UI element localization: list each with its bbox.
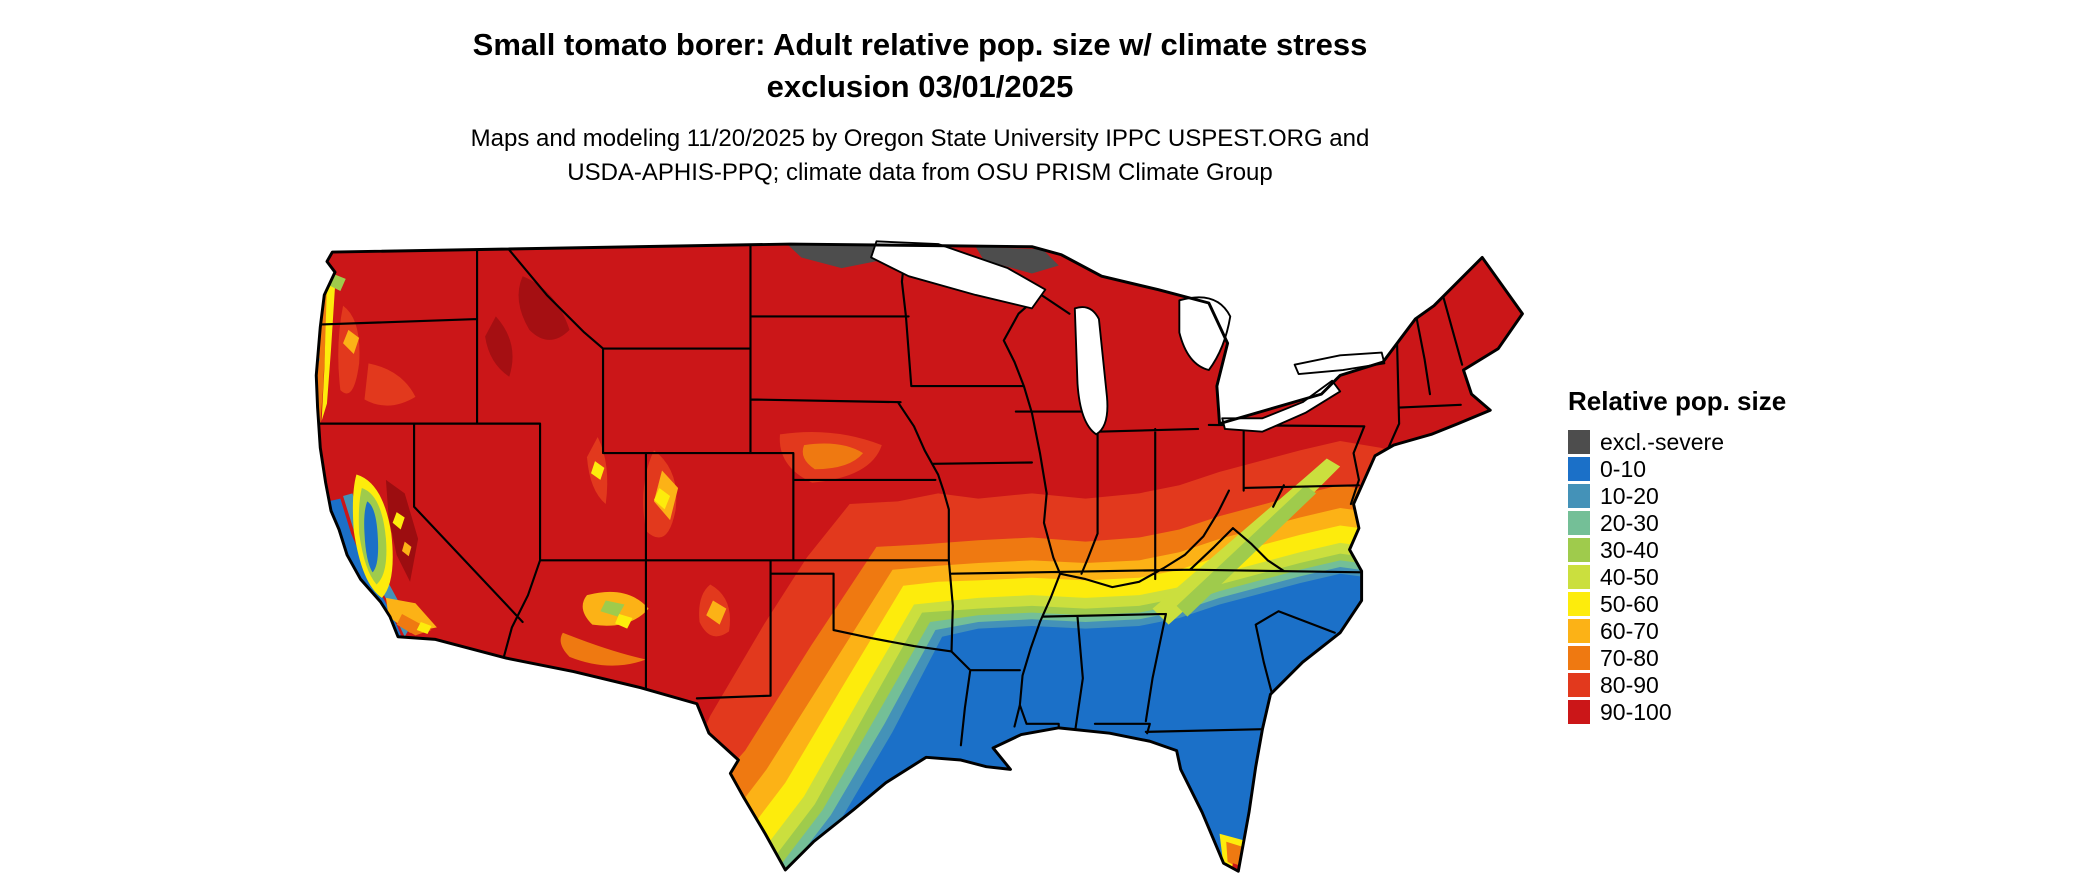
legend-label: 30-40 — [1600, 536, 1659, 563]
nm-speck — [706, 600, 727, 625]
title-line-1: Small tomato borer: Adult relative pop. … — [472, 27, 1368, 62]
mogollon-yellow — [615, 613, 633, 629]
legend-label: 40-50 — [1600, 563, 1659, 590]
us-map — [308, 236, 1528, 886]
legend-swatch — [1568, 645, 1590, 670]
sierra-dark — [385, 479, 419, 582]
legend-label: 80-90 — [1600, 671, 1659, 698]
lake-superior — [870, 240, 1047, 310]
legend-item: 30-40 — [1568, 536, 1786, 563]
legend-item: 70-80 — [1568, 644, 1786, 671]
legend: Relative pop. size excl.-severe 0-10 10-20… — [1568, 386, 1786, 725]
page-title: Small tomato borer: Adult relative pop. … — [0, 24, 1840, 108]
legend-item: 20-30 — [1568, 509, 1786, 536]
appalachian-streak-core — [1176, 485, 1317, 617]
sandhills-core — [802, 443, 864, 470]
legend-label: 70-80 — [1600, 644, 1659, 671]
legend-swatch — [1568, 456, 1590, 481]
socal-yellow — [416, 621, 432, 635]
legend-item: 0-10 — [1568, 455, 1786, 482]
legend-item: 50-60 — [1568, 590, 1786, 617]
legend-label: 90-100 — [1600, 698, 1672, 725]
excl-severe-patch-east — [975, 246, 1059, 274]
legend-title: Relative pop. size — [1568, 386, 1787, 416]
mogollon-green — [600, 600, 625, 617]
lake-ontario — [1293, 351, 1386, 375]
us-map-svg — [314, 240, 1524, 873]
legend-label: 50-60 — [1600, 590, 1659, 617]
legend-swatch — [1568, 510, 1590, 535]
central-valley-blue — [364, 501, 379, 573]
legend-item: 10-20 — [1568, 482, 1786, 509]
colorado-speck-2 — [653, 487, 671, 510]
legend-swatch — [1568, 564, 1590, 589]
state-borders — [317, 244, 1464, 754]
great-lakes — [870, 240, 1386, 436]
legend-item: 40-50 — [1568, 563, 1786, 590]
legend-swatch — [1568, 672, 1590, 697]
pnw-coast-yellow — [321, 284, 336, 421]
legend-item: 80-90 — [1568, 671, 1786, 698]
sierra-speck — [392, 512, 405, 530]
legend-swatch — [1568, 429, 1590, 454]
legend-label: 60-70 — [1600, 617, 1659, 644]
legend-items: excl.-severe 0-10 10-20 20-30 30-40 40-50 50-6… — [1568, 428, 1786, 725]
title-line-2: exclusion 03/01/2025 — [766, 69, 1074, 104]
us-outline — [314, 242, 1524, 873]
subtitle-line-1: Maps and modeling 11/20/2025 by Oregon S… — [470, 125, 1370, 152]
page-subtitle: Maps and modeling 11/20/2025 by Oregon S… — [0, 122, 1840, 190]
pnw-speck — [316, 310, 321, 318]
subtitle-line-2: USDA-APHIS-PPQ; climate data from OSU PR… — [567, 159, 1273, 186]
legend-swatch — [1568, 618, 1590, 643]
legend-label: 0-10 — [1600, 455, 1647, 482]
legend-swatch — [1568, 483, 1590, 508]
legend-swatch — [1568, 699, 1590, 724]
excl-severe-patch-west — [782, 244, 888, 269]
sierra-speck-2 — [402, 541, 412, 557]
legend-label: 10-20 — [1600, 482, 1659, 509]
idaho-mountains — [485, 316, 513, 377]
lake-huron — [1178, 296, 1232, 371]
legend-item: 90-100 — [1568, 698, 1786, 725]
legend-swatch — [1568, 537, 1590, 562]
cascades-speck — [343, 329, 360, 354]
legend-item: excl.-severe — [1568, 428, 1786, 455]
lake-michigan — [1073, 306, 1109, 436]
wasatch-speck — [590, 461, 605, 480]
montana-mountains — [518, 276, 570, 340]
az-south-orange — [560, 632, 646, 666]
legend-label: 20-30 — [1600, 509, 1659, 536]
oregon-patch — [364, 363, 416, 406]
pnw-speck — [316, 332, 318, 338]
cascades-patch — [338, 305, 360, 394]
legend-label: excl.-severe — [1600, 428, 1724, 455]
legend-swatch — [1568, 591, 1590, 616]
lake-erie — [1221, 379, 1342, 433]
legend-item: 60-70 — [1568, 617, 1786, 644]
